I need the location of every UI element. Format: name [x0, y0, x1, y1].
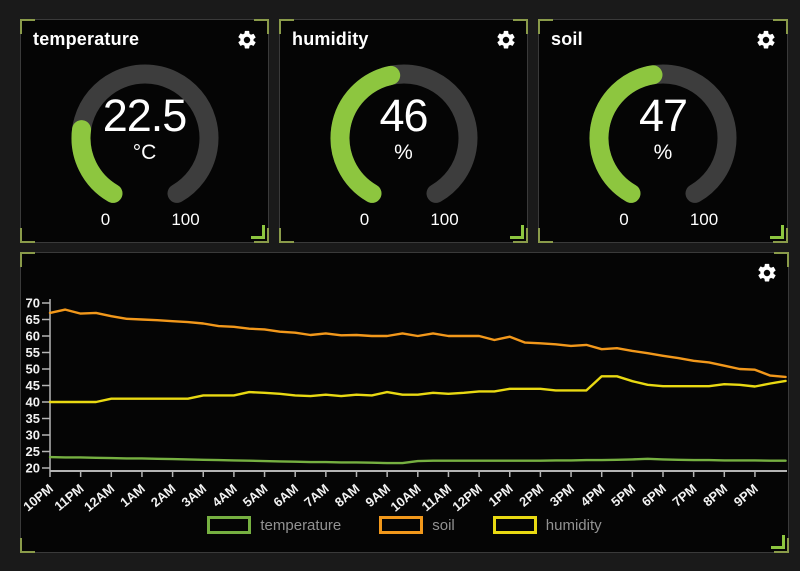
humidity-settings-button[interactable] [495, 29, 517, 51]
card-title: soil [551, 29, 583, 49]
settings-gear-icon [238, 30, 256, 49]
svg-text:35: 35 [26, 411, 40, 426]
legend-label: humidity [545, 516, 602, 534]
svg-text:8AM: 8AM [332, 481, 363, 510]
humidity-gauge-card: humidity 46 % 0 100 [279, 19, 528, 243]
gauge-unit: °C [132, 141, 157, 164]
temperature-settings-button[interactable] [236, 29, 258, 51]
gauge-unit: % [653, 141, 673, 164]
chart-settings-button[interactable] [756, 262, 778, 284]
legend-item-soil[interactable]: soil [379, 516, 455, 534]
legend-item-humidity[interactable]: humidity [492, 516, 602, 534]
svg-text:70: 70 [26, 296, 40, 311]
svg-text:7AM: 7AM [301, 481, 332, 510]
chart-legend: temperature soil humidity [21, 516, 788, 534]
legend-swatch-temperature [207, 516, 252, 534]
gauge-value: 46 [379, 90, 428, 141]
resize-handle[interactable] [771, 535, 785, 549]
gauge-unit: % [394, 141, 413, 164]
gauge-min-label: 0 [619, 210, 629, 229]
soil-settings-button[interactable] [755, 29, 777, 51]
svg-text:7PM: 7PM [669, 481, 699, 510]
settings-gear-icon [757, 30, 775, 49]
settings-gear-icon [497, 30, 515, 49]
soil-gauge: 47 % 0 100 [568, 60, 758, 232]
svg-text:20: 20 [26, 461, 40, 476]
svg-text:25: 25 [26, 444, 40, 459]
resize-handle[interactable] [251, 225, 265, 239]
gauge-arc [330, 64, 477, 203]
corner-accent [20, 228, 35, 243]
svg-text:8PM: 8PM [700, 481, 730, 510]
svg-text:4AM: 4AM [209, 481, 240, 510]
legend-label: temperature [260, 516, 342, 534]
corner-accent [279, 228, 294, 243]
svg-text:11AM: 11AM [419, 481, 455, 514]
gauge-max-label: 100 [689, 210, 719, 229]
series-line-temperature [48, 455, 787, 465]
svg-text:60: 60 [26, 329, 40, 344]
gauge-max-label: 100 [430, 210, 459, 229]
svg-text:12AM: 12AM [81, 481, 117, 515]
svg-text:30: 30 [26, 428, 40, 443]
svg-text:3PM: 3PM [547, 481, 577, 510]
svg-text:3AM: 3AM [179, 481, 210, 510]
gauge-value: 47 [638, 90, 688, 141]
history-chart-card: 70 65 60 55 50 45 40 35 30 25 20 10PM 11PM 12AM 1AM 2AM… [20, 252, 789, 553]
svg-text:9PM: 9PM [731, 481, 761, 510]
gauge-arc [71, 64, 218, 203]
svg-text:55: 55 [26, 345, 40, 360]
soil-gauge-card: soil 47 % 0 100 [538, 19, 788, 243]
gauge-value: 22.5 [102, 90, 188, 141]
svg-text:45: 45 [26, 378, 40, 393]
temperature-gauge: 22.5 °C 0 100 [50, 60, 240, 232]
card-title: humidity [292, 29, 369, 49]
legend-swatch-humidity [492, 516, 537, 534]
gauge-min-label: 0 [100, 210, 111, 229]
svg-text:5AM: 5AM [240, 481, 271, 510]
series-line-soil [48, 308, 787, 379]
svg-text:10PM: 10PM [21, 481, 56, 514]
resize-handle[interactable] [770, 225, 784, 239]
gauge-max-label: 100 [171, 210, 200, 229]
svg-text:50: 50 [26, 362, 40, 377]
resize-handle[interactable] [510, 225, 524, 239]
svg-text:6AM: 6AM [270, 481, 301, 510]
legend-label: soil [432, 516, 455, 534]
svg-text:4PM: 4PM [578, 481, 608, 510]
svg-text:1PM: 1PM [486, 481, 516, 510]
svg-text:1AM: 1AM [117, 481, 148, 510]
svg-text:5PM: 5PM [608, 481, 638, 510]
svg-text:65: 65 [26, 312, 40, 327]
legend-swatch-soil [379, 516, 424, 534]
series-line-humidity [48, 375, 787, 404]
svg-text:40: 40 [26, 395, 40, 410]
svg-text:10AM: 10AM [388, 481, 424, 515]
temperature-gauge-card: temperature 22.5 °C 0 100 [20, 19, 269, 243]
gauge-arc [589, 64, 737, 203]
card-title: temperature [33, 29, 140, 49]
svg-text:6PM: 6PM [639, 481, 669, 510]
gauge-min-label: 0 [359, 210, 370, 229]
svg-text:12PM: 12PM [449, 481, 485, 514]
svg-text:2PM: 2PM [516, 481, 546, 510]
svg-text:11PM: 11PM [51, 481, 86, 514]
settings-gear-icon [758, 263, 776, 282]
legend-item-temperature[interactable]: temperature [207, 516, 341, 534]
humidity-gauge: 46 % 0 100 [309, 60, 499, 232]
corner-accent [538, 228, 553, 243]
svg-text:2AM: 2AM [148, 481, 179, 510]
